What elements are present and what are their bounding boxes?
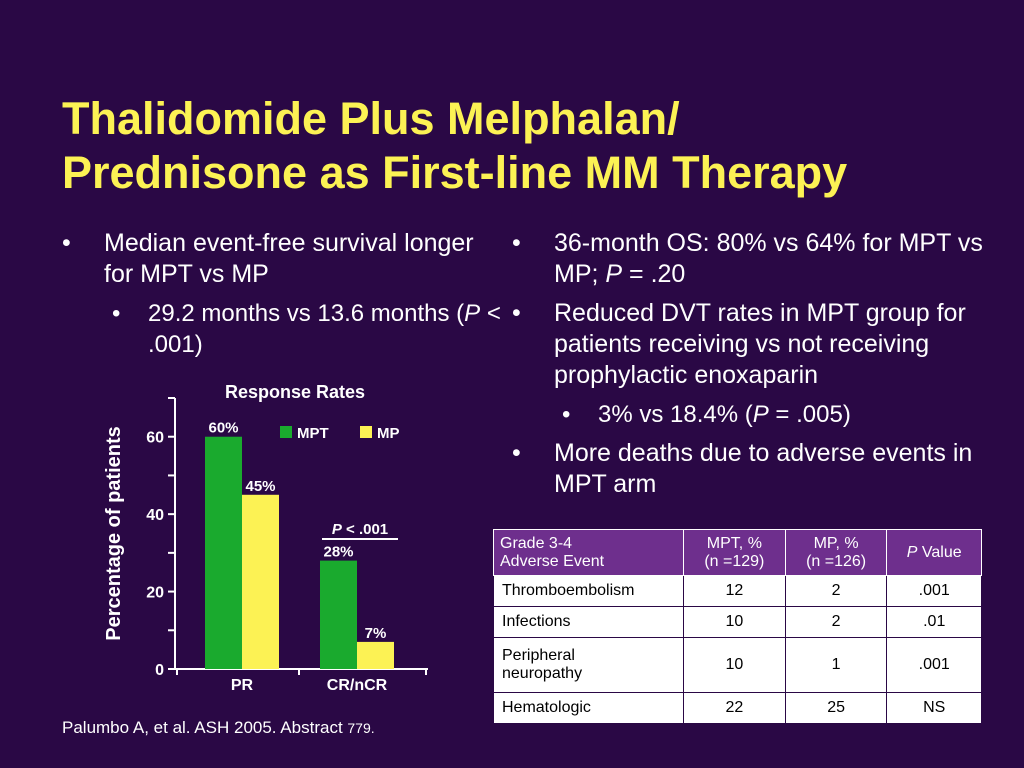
adverse-event-table: Grade 3-4 Adverse Event MPT, % (n =129) MP… (493, 529, 982, 724)
cell-mp: 2 (784, 575, 888, 607)
right-bullets: 36-month OS: 80% vs 64% for MPT vs MP; P… (512, 228, 1002, 508)
adverse-event-table-wrap: Grade 3-4 Adverse Event MPT, % (n =129) MP… (493, 529, 982, 724)
cell-p: .001 (886, 575, 982, 607)
header-mp: MP, % (n =126) (784, 529, 888, 576)
cell-p: .01 (886, 606, 982, 638)
y-tick-label: 20 (146, 585, 164, 602)
cell-mpt: 10 (683, 637, 786, 693)
chart-title: Response Rates (225, 382, 365, 402)
bar-mp-pr (242, 494, 279, 669)
citation: Palumbo A, et al. ASH 2005. Abstract 779… (62, 718, 375, 737)
x-tick-label: CR/nCR (327, 677, 388, 694)
bar-mpt-cr-ncr (320, 560, 357, 669)
bar-mp-cr-ncr (357, 641, 394, 669)
data-label: 45% (245, 478, 275, 495)
cell-mp: 25 (784, 692, 888, 724)
title-line-1: Thalidomide Plus Melphalan/ (62, 93, 680, 144)
bullet-event-free-survival: Median event-free survival longer for MP… (62, 228, 507, 290)
table-row: Hematologic 22 25 NS (493, 692, 982, 724)
data-label: 7% (365, 625, 387, 642)
y-axis-label: Percentage of patients (103, 426, 125, 641)
cell-mpt: 22 (683, 692, 786, 724)
table-header-row: Grade 3-4 Adverse Event MPT, % (n =129) MP… (493, 529, 982, 576)
header-event: Grade 3-4 Adverse Event (493, 529, 684, 576)
bullet-dvt: Reduced DVT rates in MPT group for patie… (512, 298, 1002, 391)
bullet-os: 36-month OS: 80% vs 64% for MPT vs MP; P… (512, 228, 1002, 290)
table-row: Infections 10 2 .01 (493, 606, 982, 638)
cell-mp: 1 (784, 637, 888, 693)
legend-label-mp: MP (377, 425, 400, 442)
legend-swatch-mpt (280, 426, 292, 438)
data-label: 60% (208, 420, 238, 437)
legend-swatch-mp (360, 426, 372, 438)
cell-mpt: 10 (683, 606, 786, 638)
cell-event: Thromboembolism (493, 575, 684, 607)
cell-event: Hematologic (493, 692, 684, 724)
title-line-2: Prednisone as First-line MM Therapy (62, 147, 848, 198)
left-bullets: Median event-free survival longer for MP… (62, 228, 507, 368)
cell-p: .001 (886, 637, 982, 693)
y-tick-label: 60 (146, 430, 164, 447)
x-tick-label: PR (231, 677, 254, 694)
subbullet-months: 29.2 months vs 13.6 months (P < .001) (110, 298, 507, 360)
bar-mpt-pr (205, 436, 242, 669)
bar-chart-svg: Response Rates Percentage of patients 0 20 4… (103, 382, 428, 694)
header-mpt: MPT, % (n =129) (683, 529, 786, 576)
table-row: Thromboembolism 12 2 .001 (493, 575, 982, 607)
p-italic: P (332, 521, 343, 538)
data-label: 28% (323, 544, 353, 561)
cell-mpt: 12 (683, 575, 786, 607)
subbullet-dvt-rates: 3% vs 18.4% (P = .005) (560, 399, 1002, 430)
cell-event: Infections (493, 606, 684, 638)
header-p-value: P Value (886, 529, 982, 576)
bullet-deaths: More deaths due to adverse events in MPT… (512, 438, 1002, 500)
table-row: Peripheral neuropathy 10 1 .001 (493, 637, 982, 693)
cell-mp: 2 (784, 606, 888, 638)
y-tick-label: 0 (155, 662, 164, 679)
cell-event: Peripheral neuropathy (493, 637, 684, 693)
p-text: < .001 (342, 521, 388, 538)
response-rates-chart: Response Rates Percentage of patients 0 20 4… (90, 372, 470, 702)
p-value-annotation: P < .001 (332, 521, 388, 538)
cell-p: NS (886, 692, 982, 724)
y-tick-label: 40 (146, 507, 164, 524)
slide-title: Thalidomide Plus Melphalan/ Prednisone a… (62, 92, 1002, 200)
legend-label-mpt: MPT (297, 425, 329, 442)
